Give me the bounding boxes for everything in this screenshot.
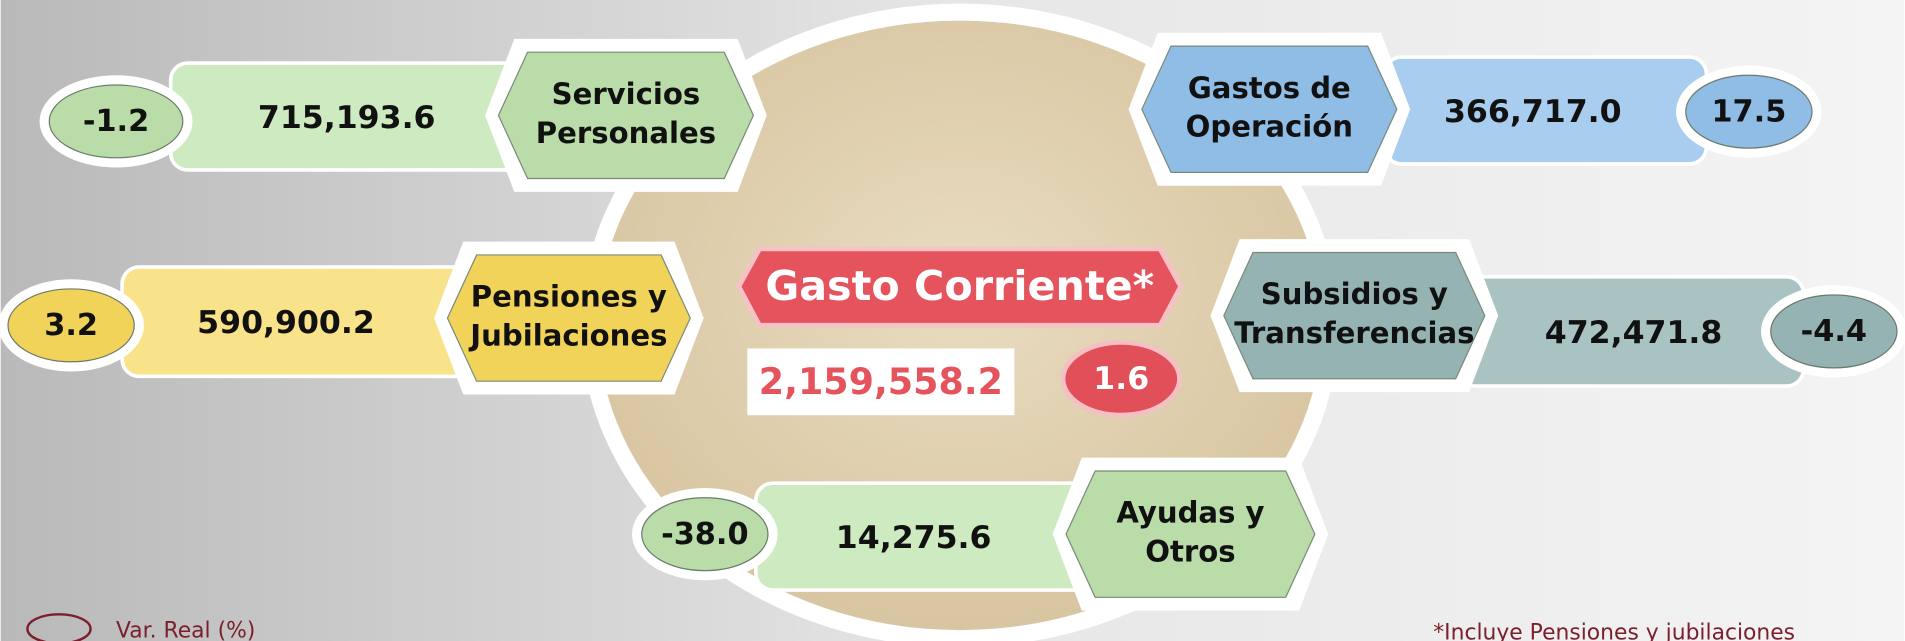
- item-value: 472,471.8: [1545, 315, 1723, 351]
- center-banner: [736, 246, 1184, 328]
- label-hexagon: [497, 51, 755, 180]
- var-oval: [7, 288, 135, 363]
- item-var: 3.2: [44, 308, 98, 343]
- item-label: Gastos de: [1188, 71, 1351, 105]
- center-var: 1.6: [1093, 361, 1149, 397]
- item-label: Personales: [536, 116, 716, 150]
- item-value: 715,193.6: [258, 100, 436, 136]
- label-hexagon: [1065, 470, 1316, 598]
- item-var: -4.4: [1801, 314, 1867, 349]
- center-value-box: [747, 348, 1015, 416]
- item-var: 17.5: [1711, 94, 1786, 129]
- item-label: Servicios: [552, 77, 701, 111]
- item-label: Otros: [1145, 535, 1235, 569]
- center-var-oval: [1060, 339, 1182, 418]
- label-hexagon: [1223, 251, 1486, 380]
- items: 715,193.6 Servicios Personales -1.2 366,717.…: [0, 32, 1905, 611]
- var-oval: [1685, 74, 1813, 149]
- item-label: Jubilaciones: [468, 318, 667, 352]
- label-hexagon: [1141, 45, 1398, 173]
- item-value: 366,717.0: [1444, 94, 1622, 130]
- center-value: 2,159,558.2: [759, 360, 1003, 403]
- item-var: -38.0: [661, 517, 748, 552]
- var-oval: [48, 84, 184, 159]
- item-label: Operación: [1186, 110, 1353, 144]
- var-oval: [1770, 294, 1898, 369]
- item-value: 14,275.6: [836, 520, 992, 556]
- legend-oval: [26, 613, 92, 641]
- item-label: Subsidios y: [1261, 277, 1448, 311]
- var-oval: [641, 497, 769, 572]
- item-label: Pensiones y: [471, 280, 667, 314]
- legend-text: Var. Real (%): [116, 618, 255, 641]
- label-hexagon: [446, 254, 691, 382]
- item-label: Transferencias: [1234, 316, 1474, 350]
- center-title: Gasto Corriente*: [765, 262, 1154, 310]
- item-value: 590,900.2: [197, 305, 375, 341]
- item-label: Ayudas y: [1116, 496, 1264, 530]
- item-var: -1.2: [83, 104, 149, 139]
- footnote: *Incluye Pensiones y jubilaciones: [1433, 621, 1795, 641]
